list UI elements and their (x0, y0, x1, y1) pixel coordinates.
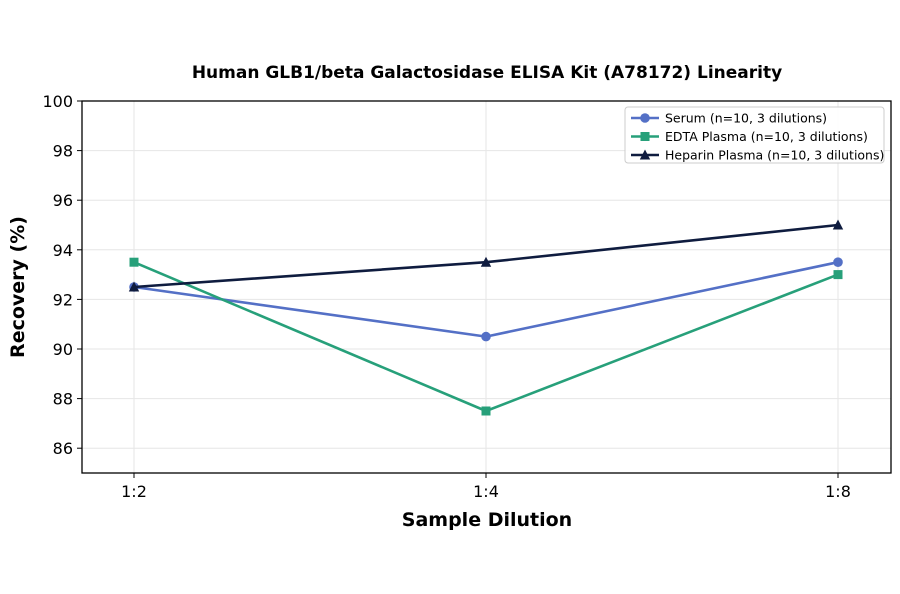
data-point (129, 257, 139, 267)
data-point (833, 270, 843, 280)
y-tick-label: 92 (53, 290, 73, 309)
data-point (128, 281, 140, 292)
legend-label: EDTA Plasma (n=10, 3 dilutions) (665, 129, 868, 144)
legend-marker (640, 132, 650, 141)
y-axis-title: Recovery (%) (7, 216, 29, 358)
data-point (833, 257, 843, 268)
y-tick-label: 94 (53, 241, 73, 260)
legend-label: Heparin Plasma (n=10, 3 dilutions) (665, 148, 884, 163)
legend: Serum (n=10, 3 dilutions) EDTA Plasma (n=… (624, 106, 885, 164)
data-point (481, 331, 491, 342)
y-tick-label: 96 (53, 191, 73, 210)
legend-item: Serum (n=10, 3 dilutions) (631, 111, 827, 126)
legend-label: Serum (n=10, 3 dilutions) (665, 111, 827, 126)
x-tick-label: 1:2 (121, 482, 147, 501)
legend-item: Heparin Plasma (n=10, 3 dilutions) (631, 148, 884, 163)
legend-box (624, 106, 885, 164)
series-2 (129, 257, 843, 416)
y-tick-label: 100 (42, 92, 73, 111)
y-tick-label: 98 (53, 142, 73, 161)
legend-marker (639, 149, 651, 160)
data-point (481, 406, 491, 416)
x-axis-title: Sample Dilution (402, 509, 572, 531)
data-point (480, 256, 492, 267)
y-tick-label: 88 (53, 390, 73, 409)
data-point (832, 219, 844, 230)
series-layer (128, 219, 844, 416)
tick-layer: 86 88 90 92 94 96 98 100 1:2 1:4 1:8 (42, 92, 850, 501)
x-tick-label: 1:4 (473, 482, 499, 501)
y-tick-label: 90 (53, 340, 73, 359)
y-tick-label: 86 (53, 439, 73, 458)
chart-title: Human GLB1/beta Galactosidase ELISA Kit … (192, 63, 782, 83)
x-tick-label: 1:8 (825, 482, 851, 501)
legend-item: EDTA Plasma (n=10, 3 dilutions) (631, 129, 868, 144)
series-3 (128, 219, 844, 292)
legend-marker (640, 113, 650, 123)
